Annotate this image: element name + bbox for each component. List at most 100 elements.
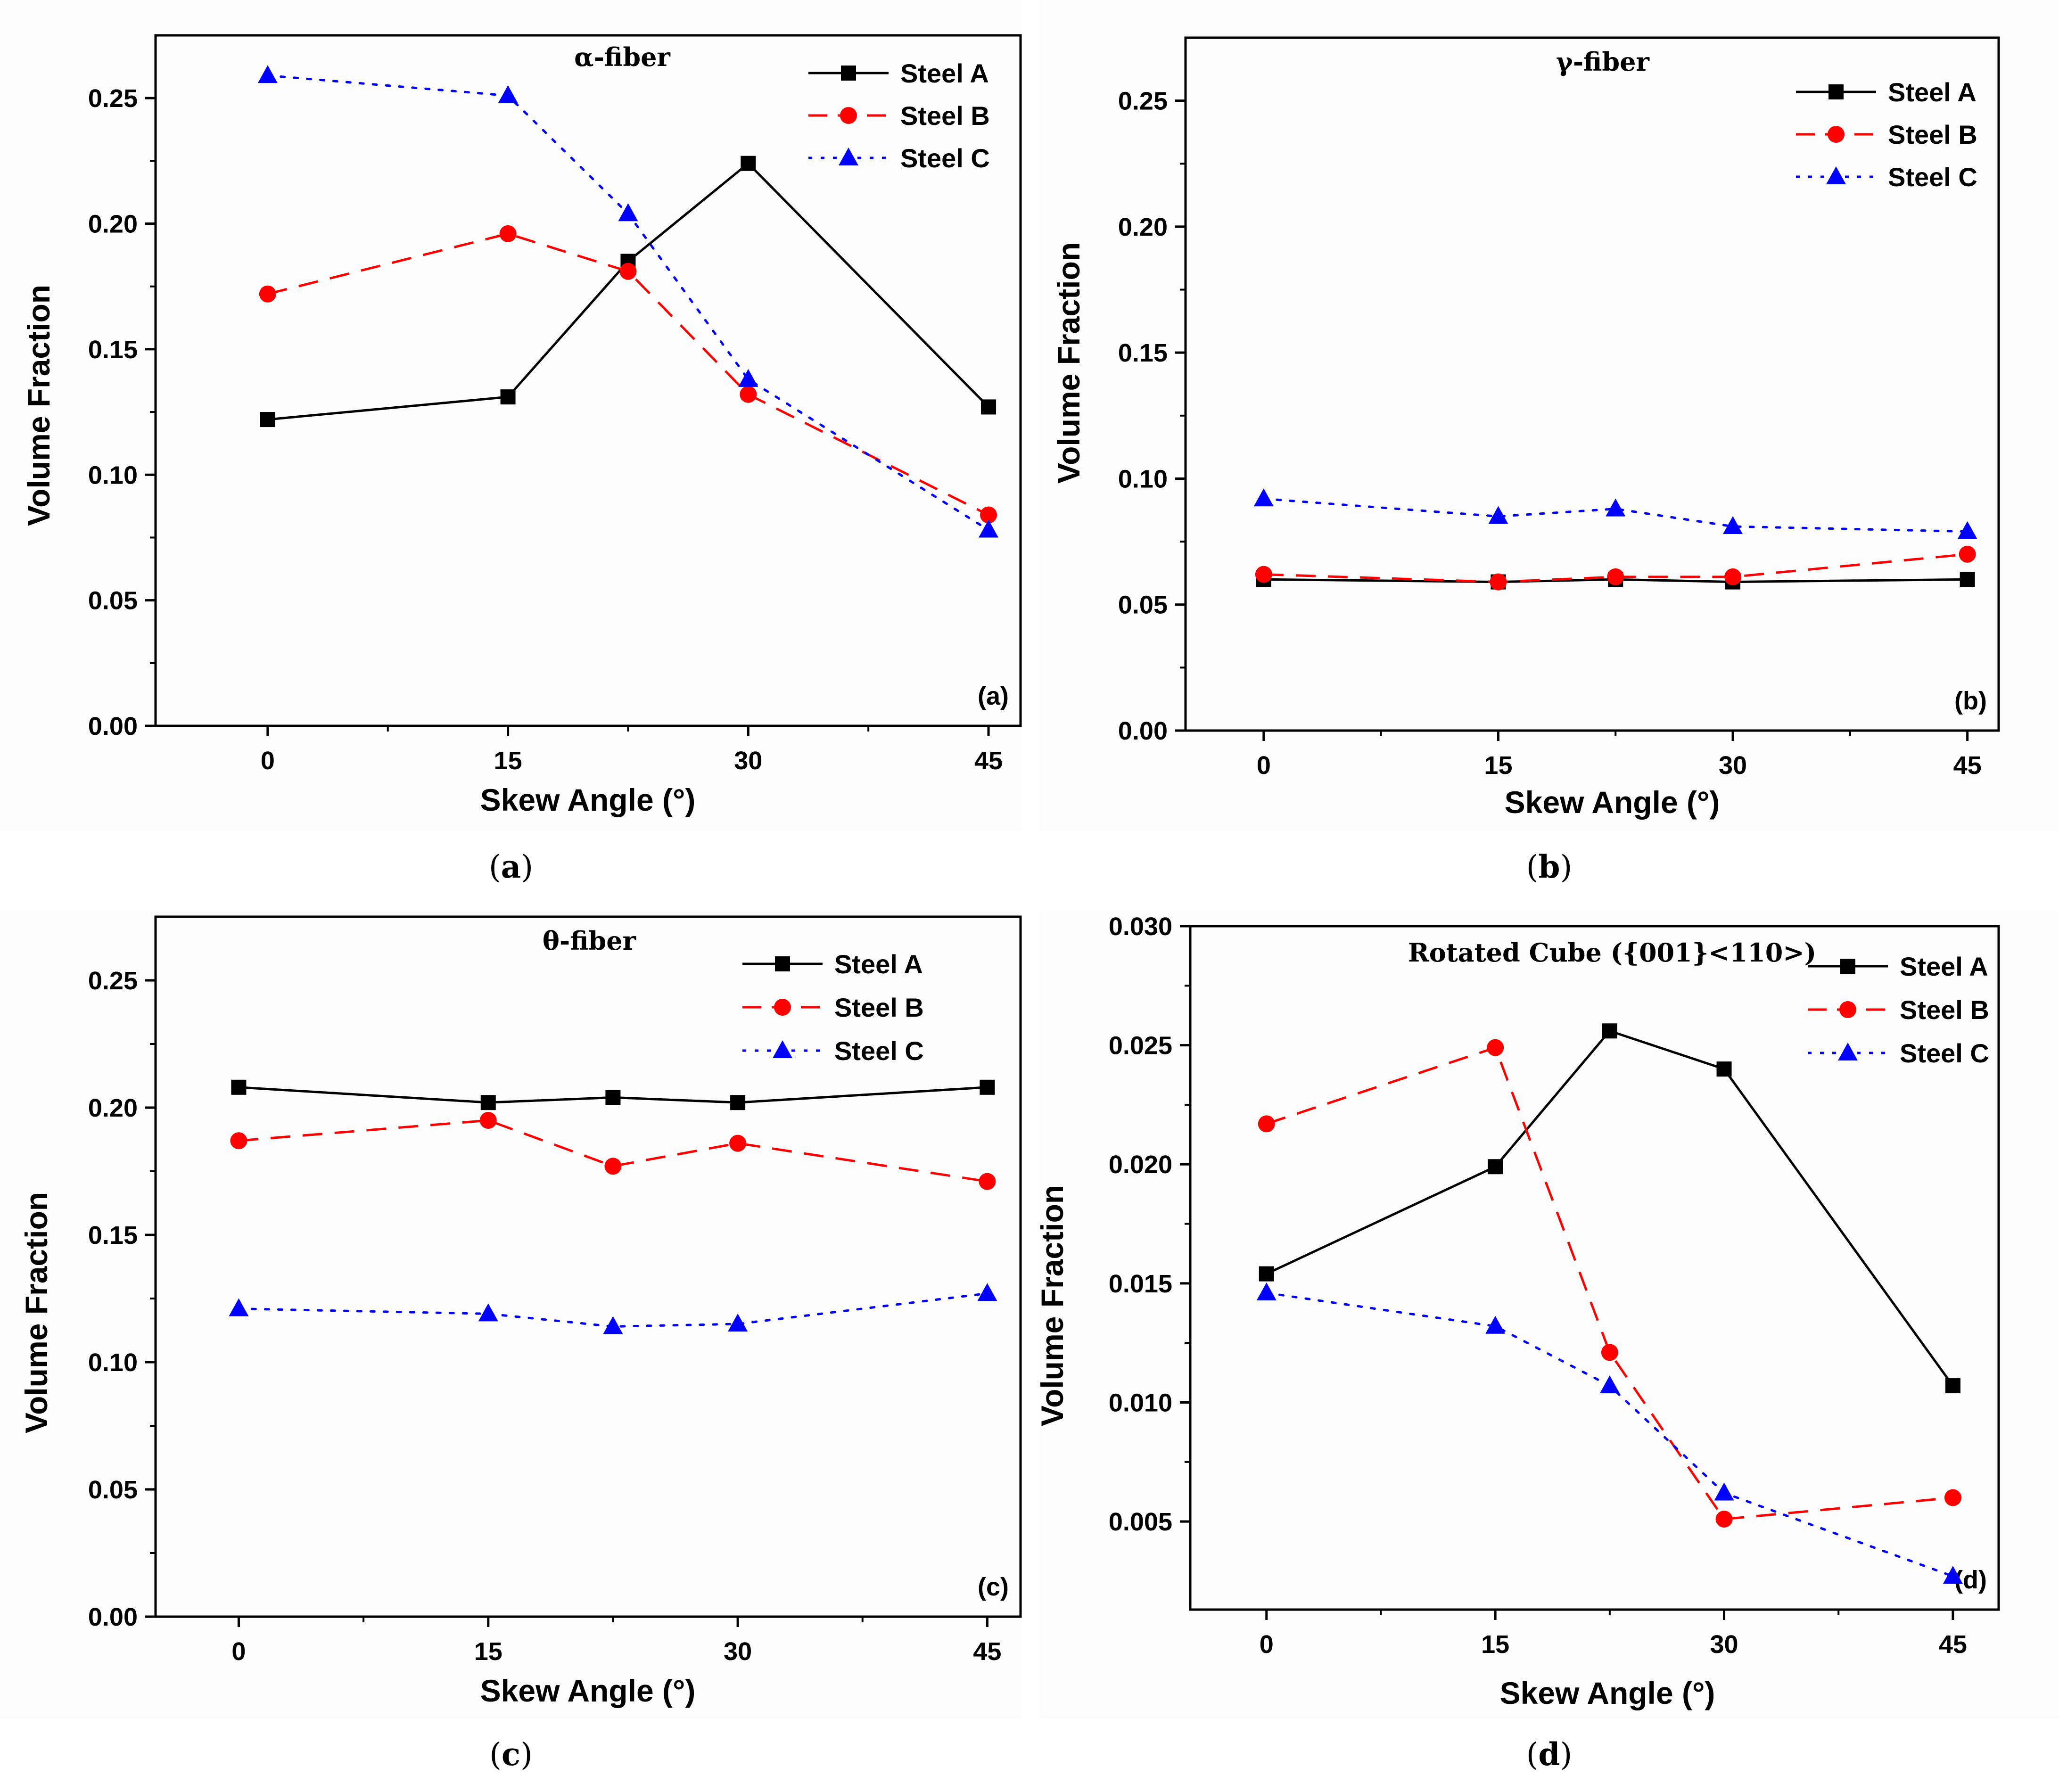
panel-c-steel-a-point xyxy=(231,1080,246,1095)
panel-b-steel-b-point xyxy=(1607,568,1624,585)
panel-c-xlabel: Skew Angle (°) xyxy=(480,1673,696,1708)
panel-d-steel-a-point xyxy=(1259,1266,1274,1282)
panel-c-ytick-label: 0.00 xyxy=(88,1603,138,1631)
panel-d-ytick-label: 0.030 xyxy=(1109,912,1172,941)
panel-b-xtick-label: 45 xyxy=(1953,751,1982,780)
panel-a-steel-b-point xyxy=(740,386,757,403)
panel-b-ylabel: Volume Fraction xyxy=(1051,242,1086,484)
panel-a-tag: (a) xyxy=(978,682,1009,710)
panel-c-steel-a-point xyxy=(730,1095,745,1110)
panel-b: 0.00 0.05 0.10 0.15 0.20 0.25 0 15 30 45 Skew Angl… xyxy=(1039,0,2059,830)
panel-d-ylabel: Volume Fraction xyxy=(1035,1185,1070,1426)
panel-b-caption: (b) xyxy=(1526,848,1573,885)
panel-d-xtick-label: 15 xyxy=(1481,1630,1509,1659)
panel-c-steel-a-point xyxy=(980,1080,995,1095)
panel-a-steel-b-point xyxy=(619,263,636,280)
panel-c-tag: (c) xyxy=(978,1573,1009,1601)
panel-d-title: Rotated Cube ({001}<110>) xyxy=(1408,937,1816,968)
panel-a-steel-b-point xyxy=(259,286,276,303)
panel-d-xtick-label: 45 xyxy=(1939,1630,1967,1659)
panel-b-xtick-label: 0 xyxy=(1257,751,1271,780)
panel-a-legend-label-steel-b: Steel B xyxy=(900,101,990,131)
panel-b-tag: (b) xyxy=(1954,687,1987,715)
panel-b-steel-b-point xyxy=(1959,546,1976,563)
panel-d-steel-a-point xyxy=(1488,1159,1503,1174)
panel-b-caption-letter: b xyxy=(1538,848,1560,885)
panel-a-ylabel: Volume Fraction xyxy=(21,285,56,526)
panel-d-ytick-label: 0.015 xyxy=(1109,1270,1172,1298)
panel-a-xlabel: Skew Angle (°) xyxy=(480,782,696,817)
panel-b-xtick-label: 15 xyxy=(1484,751,1512,780)
panel-b-steel-a-point xyxy=(1960,572,1975,587)
panel-c: 0.000.050.100.150.200.250 15 30 45Skew Angl… xyxy=(0,912,1022,1718)
panel-a-ytick-label: 0.00 xyxy=(88,712,138,740)
panel-d-steel-b-point xyxy=(1601,1344,1618,1361)
panel-c-xtick-label: 0 xyxy=(231,1637,246,1666)
panel-b-legend-label-steel-c: Steel C xyxy=(1888,162,1977,192)
panel-b-xtick-label: 30 xyxy=(1719,751,1747,780)
panel-c-ytick-label: 0.15 xyxy=(88,1221,138,1249)
panel-d-caption: (d) xyxy=(1526,1736,1573,1773)
panel-a-title: α-fiber xyxy=(574,42,670,72)
panel-a-caption-letter: a xyxy=(501,848,521,885)
panel-a-steel-a-point xyxy=(981,399,996,414)
panel-d-ytick-label: 0.025 xyxy=(1109,1032,1172,1060)
panel-b-ytick-label: 0.10 xyxy=(1118,465,1168,493)
panel-c-steel-b-point xyxy=(230,1132,247,1149)
panel-b-ytick-label: 0.15 xyxy=(1118,339,1168,367)
panel-b-legend-label-steel-b: Steel B xyxy=(1888,120,1977,149)
figure: 0.00 0.05 0.10 0.15 0.20 0.25 0 15 30 45 Skew Angl… xyxy=(0,0,2059,1792)
panel-a-background xyxy=(0,0,1022,830)
panel-a: 0.000.050.100.150.200.250 15 30 45Skew Angl… xyxy=(0,0,1022,830)
panel-c-steel-a-point xyxy=(605,1090,620,1105)
panel-a-xtick-label: 30 xyxy=(734,747,762,775)
panel-c-legend-marker-steel-b xyxy=(774,999,791,1016)
panel-d-steel-b-point xyxy=(1487,1039,1504,1056)
panel-a-xtick-label: 45 xyxy=(974,747,1003,775)
panel-a-ytick-label: 0.20 xyxy=(88,210,138,238)
panel-d-legend-marker-steel-a xyxy=(1840,959,1855,974)
panel-a-legend-label-steel-a: Steel A xyxy=(900,58,989,88)
panel-d-xtick-label: 0 xyxy=(1260,1630,1274,1659)
panel-d-ytick-label: 0.020 xyxy=(1109,1151,1172,1179)
panel-d-steel-b-point xyxy=(1258,1115,1275,1132)
panel-d-caption-letter: d xyxy=(1538,1736,1560,1773)
panel-d-steel-a-point xyxy=(1945,1378,1960,1393)
panel-b-steel-b-point xyxy=(1490,574,1507,591)
panel-d-steel-a-point xyxy=(1602,1023,1617,1038)
panel-b-ytick-label: 0.00 xyxy=(1118,717,1168,745)
panel-d-steel-b-point xyxy=(1944,1489,1961,1506)
panel-a-xtick-label: 15 xyxy=(494,747,522,775)
panel-d-xlabel: Skew Angle (°) xyxy=(1500,1676,1715,1710)
panel-c-steel-b-point xyxy=(604,1158,621,1175)
panel-c-legend-marker-steel-a xyxy=(775,956,790,971)
panel-b-steel-b-point xyxy=(1724,568,1741,585)
panel-a-ytick-label: 0.25 xyxy=(88,84,138,113)
panel-d-background xyxy=(1039,912,2059,1718)
panel-d: 0.0050.0100.0150.0200.0250.0300 15 30 45Ske… xyxy=(1035,912,2059,1718)
panel-c-ytick-label: 0.20 xyxy=(88,1094,138,1122)
panel-d-ytick-label: 0.010 xyxy=(1109,1389,1172,1417)
panel-d-xtick-label: 30 xyxy=(1710,1630,1738,1659)
panel-c-caption-letter: c xyxy=(502,1736,520,1773)
panel-c-background xyxy=(0,912,1022,1718)
panel-b-ytick-label: 0.25 xyxy=(1118,87,1168,115)
panel-c-legend-label-steel-a: Steel A xyxy=(834,949,923,979)
panel-c-steel-b-point xyxy=(729,1135,746,1152)
panel-c-ytick-label: 0.10 xyxy=(88,1348,138,1377)
panel-a-legend-label-steel-c: Steel C xyxy=(900,143,990,173)
panel-d-legend-label-steel-b: Steel B xyxy=(1900,995,1989,1025)
panel-a-ytick-label: 0.15 xyxy=(88,336,138,364)
panel-c-xtick-label: 30 xyxy=(724,1637,752,1666)
panel-b-legend-marker-steel-b xyxy=(1828,126,1845,143)
panel-a-ytick-label: 0.05 xyxy=(88,587,138,615)
panel-c-legend-label-steel-c: Steel C xyxy=(834,1036,924,1066)
panel-c-caption: (c) xyxy=(489,1736,533,1773)
panel-d-steel-a-point xyxy=(1717,1061,1732,1077)
panel-a-ytick-label: 0.10 xyxy=(88,461,138,489)
panel-c-steel-b-point xyxy=(979,1173,996,1190)
panel-b-xlabel: Skew Angle (°) xyxy=(1505,785,1720,820)
panel-c-steel-a-point xyxy=(481,1095,496,1110)
panel-a-caption: (a) xyxy=(489,848,533,885)
panel-a-steel-a-point xyxy=(260,412,275,427)
